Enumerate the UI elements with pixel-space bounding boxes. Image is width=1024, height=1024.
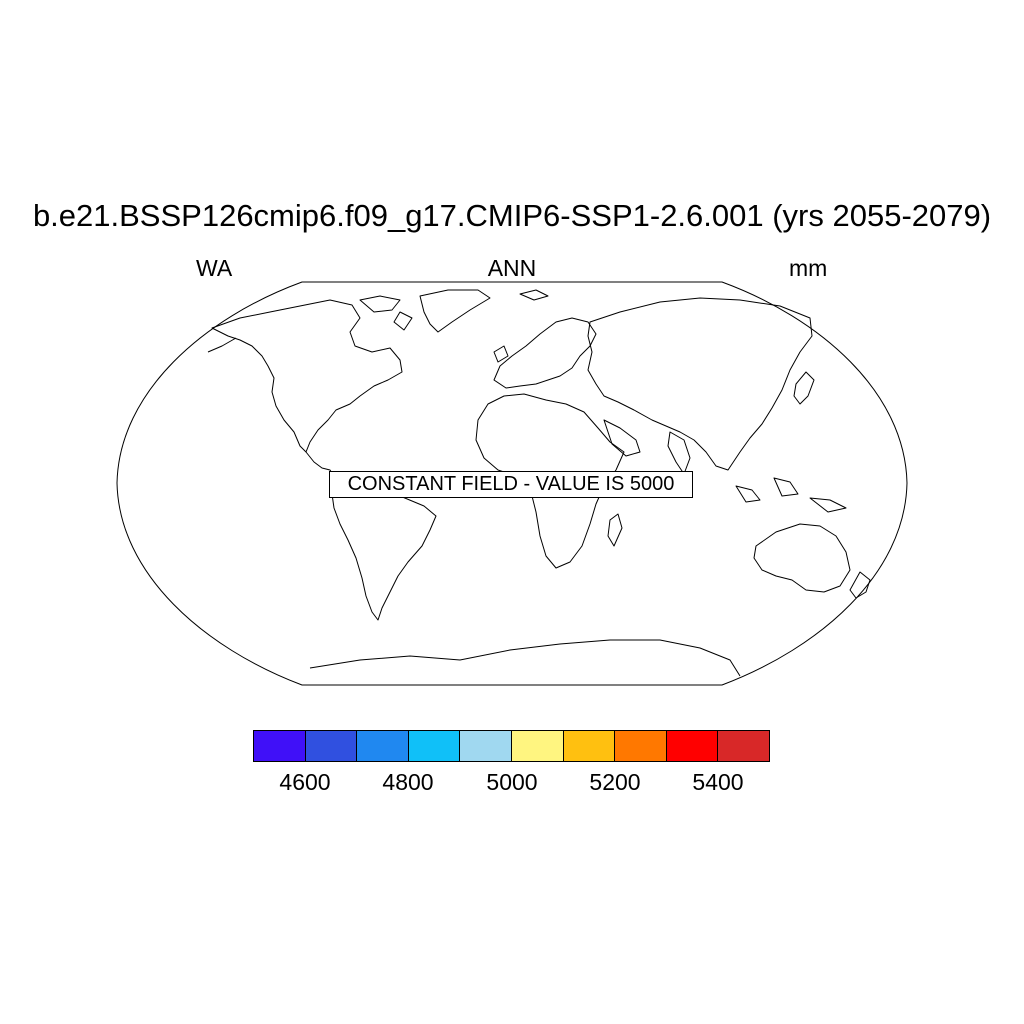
colorbar-tick-label: 5000	[486, 769, 538, 795]
colorbar	[253, 730, 770, 762]
units-label: mm	[789, 255, 828, 281]
constant-field-note: CONSTANT FIELD - VALUE IS 5000	[329, 471, 693, 498]
coastline-north-america	[211, 299, 403, 453]
variable-label: WA	[196, 255, 233, 281]
colorbar-swatch	[615, 731, 667, 761]
coastline-antarctica	[309, 639, 741, 677]
coastline-japan	[793, 371, 815, 405]
plot-title: b.e21.BSSP126cmip6.f09_g17.CMIP6-SSP1-2.…	[32, 198, 992, 233]
colorbar-tick-label: 4800	[382, 769, 434, 795]
colorbar-tick-label: 5200	[589, 769, 641, 795]
colorbar-swatch	[357, 731, 409, 761]
coastline-australia	[753, 523, 851, 593]
colorbar-swatch	[563, 731, 616, 761]
coastline-asia	[587, 297, 813, 471]
colorbar-swatch	[718, 731, 769, 761]
coastline-south-america	[331, 475, 437, 621]
colorbar-swatch	[460, 731, 512, 761]
colorbar-swatch	[408, 731, 461, 761]
coastline-madagascar	[607, 513, 623, 547]
colorbar-swatch	[511, 731, 564, 761]
season-label: ANN	[487, 255, 537, 281]
colorbar-swatch	[666, 731, 719, 761]
coastline-greenland	[419, 289, 491, 333]
colorbar-swatch	[305, 731, 358, 761]
colorbar-tick-label: 5400	[692, 769, 744, 795]
coastline-europe	[493, 317, 597, 389]
colorbar-tick-label: 4600	[279, 769, 331, 795]
colorbar-swatch	[254, 731, 306, 761]
